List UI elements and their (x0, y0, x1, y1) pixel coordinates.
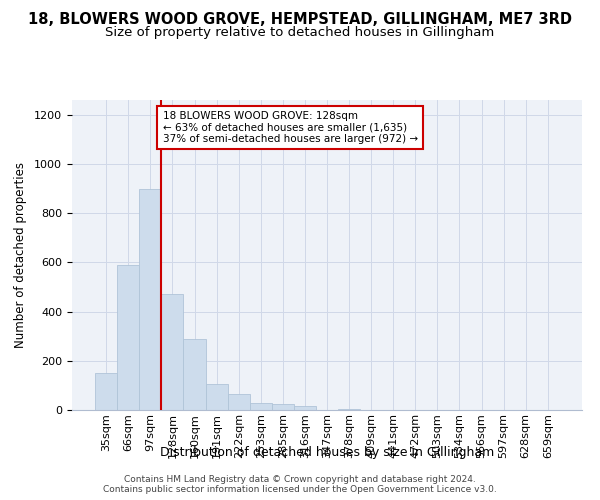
Bar (338, 409, 360, 410)
Bar (184, 338, 206, 410)
Text: 18 BLOWERS WOOD GROVE: 128sqm
← 63% of detached houses are smaller (1,635)
37% o: 18 BLOWERS WOOD GROVE: 128sqm ← 63% of d… (163, 111, 418, 144)
Bar (139, 188, 161, 410)
Bar (250, 403, 272, 410)
Text: Distribution of detached houses by size in Gillingham: Distribution of detached houses by size … (160, 446, 494, 459)
Bar (272, 404, 294, 410)
Bar (161, 294, 184, 410)
Text: Size of property relative to detached houses in Gillingham: Size of property relative to detached ho… (106, 26, 494, 39)
Text: 18, BLOWERS WOOD GROVE, HEMPSTEAD, GILLINGHAM, ME7 3RD: 18, BLOWERS WOOD GROVE, HEMPSTEAD, GILLI… (28, 12, 572, 28)
Bar (294, 406, 316, 410)
Bar (117, 265, 139, 410)
Bar (95, 373, 117, 410)
Y-axis label: Number of detached properties: Number of detached properties (14, 162, 27, 348)
Bar (227, 394, 250, 410)
Bar (206, 384, 227, 410)
Text: Contains HM Land Registry data © Crown copyright and database right 2024.
Contai: Contains HM Land Registry data © Crown c… (103, 474, 497, 494)
